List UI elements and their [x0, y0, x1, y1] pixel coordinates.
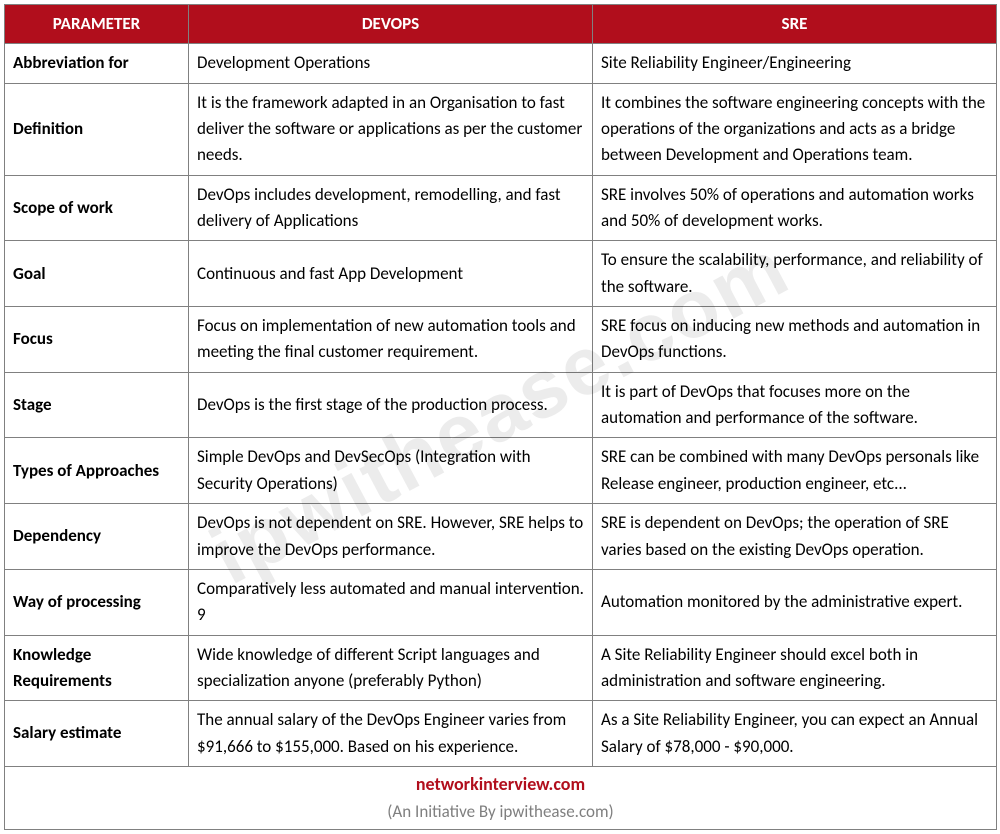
sre-cell: SRE involves 50% of operations and autom… — [593, 175, 997, 241]
header-sre: SRE — [593, 5, 997, 44]
table-row: Knowledge Requirements Wide knowledge of… — [5, 635, 997, 701]
table-row: Goal Continuous and fast App Development… — [5, 241, 997, 307]
header-devops: DEVOPS — [189, 5, 593, 44]
param-cell: Stage — [5, 372, 189, 438]
table-row: Scope of work DevOps includes developmen… — [5, 175, 997, 241]
param-cell: Abbreviation for — [5, 44, 189, 83]
param-cell: Salary estimate — [5, 701, 189, 767]
param-cell: Definition — [5, 83, 189, 175]
param-cell: Focus — [5, 307, 189, 373]
devops-cell: Comparatively less automated and manual … — [189, 569, 593, 635]
footer-sub-label: (An Initiative By ipwithease.com) — [387, 801, 613, 822]
header-parameter: PARAMETER — [5, 5, 189, 44]
footer-cell: networkinterview.com (An Initiative By i… — [5, 766, 997, 829]
sre-cell: It combines the software engineering con… — [593, 83, 997, 175]
table-row: Way of processing Comparatively less aut… — [5, 569, 997, 635]
table-row: Salary estimate The annual salary of the… — [5, 701, 997, 767]
devops-cell: DevOps is not dependent on SRE. However,… — [189, 504, 593, 570]
param-cell: Types of Approaches — [5, 438, 189, 504]
table-row: Abbreviation for Development Operations … — [5, 44, 997, 83]
sre-cell: Automation monitored by the administrati… — [593, 569, 997, 635]
devops-cell: DevOps includes development, remodelling… — [189, 175, 593, 241]
table-row: Focus Focus on implementation of new aut… — [5, 307, 997, 373]
devops-cell: Focus on implementation of new automatio… — [189, 307, 593, 373]
sre-cell: SRE is dependent on DevOps; the operatio… — [593, 504, 997, 570]
devops-cell: It is the framework adapted in an Organi… — [189, 83, 593, 175]
sre-cell: As a Site Reliability Engineer, you can … — [593, 701, 997, 767]
param-cell: Scope of work — [5, 175, 189, 241]
table-row: Dependency DevOps is not dependent on SR… — [5, 504, 997, 570]
param-cell: Knowledge Requirements — [5, 635, 189, 701]
devops-cell: Development Operations — [189, 44, 593, 83]
param-cell: Dependency — [5, 504, 189, 570]
param-cell: Goal — [5, 241, 189, 307]
devops-cell: Wide knowledge of different Script langu… — [189, 635, 593, 701]
sre-cell: SRE can be combined with many DevOps per… — [593, 438, 997, 504]
footer-site-label: networkinterview.com — [416, 773, 585, 795]
sre-cell: To ensure the scalability, performance, … — [593, 241, 997, 307]
footer-row: networkinterview.com (An Initiative By i… — [5, 766, 997, 829]
table-row: Definition It is the framework adapted i… — [5, 83, 997, 175]
table-row: Stage DevOps is the first stage of the p… — [5, 372, 997, 438]
sre-cell: A Site Reliability Engineer should excel… — [593, 635, 997, 701]
table-header-row: PARAMETER DEVOPS SRE — [5, 5, 997, 44]
sre-cell: SRE focus on inducing new methods and au… — [593, 307, 997, 373]
devops-cell: The annual salary of the DevOps Engineer… — [189, 701, 593, 767]
param-cell: Way of processing — [5, 569, 189, 635]
devops-cell: Simple DevOps and DevSecOps (Integration… — [189, 438, 593, 504]
table-row: Types of Approaches Simple DevOps and De… — [5, 438, 997, 504]
devops-cell: Continuous and fast App Development — [189, 241, 593, 307]
devops-cell: DevOps is the first stage of the product… — [189, 372, 593, 438]
comparison-table: PARAMETER DEVOPS SRE Abbreviation for De… — [4, 4, 997, 830]
sre-cell: It is part of DevOps that focuses more o… — [593, 372, 997, 438]
sre-cell: Site Reliability Engineer/Engineering — [593, 44, 997, 83]
